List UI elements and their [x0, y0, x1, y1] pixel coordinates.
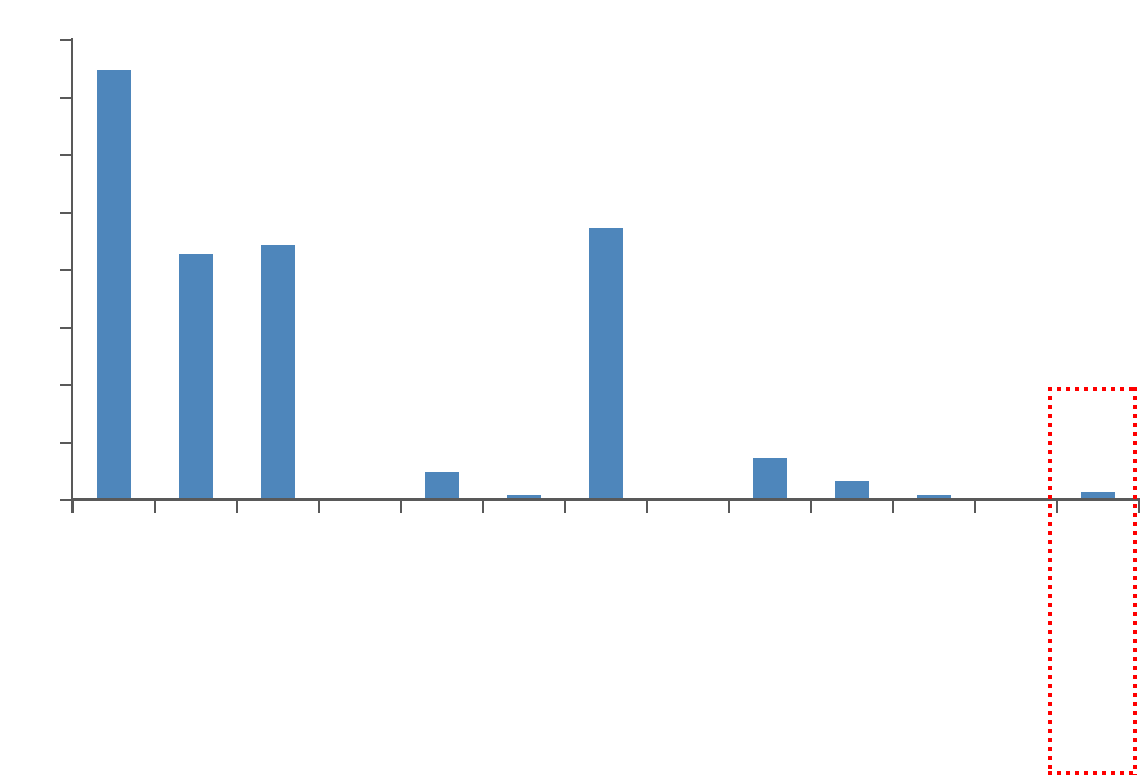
bar-gold-stock — [589, 227, 623, 500]
x-axis-category-label — [422, 518, 462, 780]
x-axis-tick — [1056, 500, 1058, 513]
highlight-box-left-edge — [1048, 387, 1052, 775]
y-axis-tick-label — [0, 426, 51, 460]
y-axis-tick — [60, 96, 73, 99]
bar-jgbs — [261, 245, 295, 500]
x-axis-tick — [646, 500, 648, 513]
x-axis-tick — [154, 500, 156, 513]
bar-value-label — [811, 429, 893, 463]
x-axis-tick — [1138, 500, 1140, 513]
bar-value-label — [73, 18, 155, 52]
x-axis-category-label — [750, 518, 790, 780]
bar-usts — [97, 69, 131, 500]
x-axis-category-label — [94, 518, 134, 780]
highlight-box-bottom-edge — [1048, 771, 1137, 775]
x-axis-tick — [482, 500, 484, 513]
bar-cryptocurrencies — [1081, 492, 1115, 500]
x-axis-tick — [400, 500, 402, 513]
bar-euro-gov-t — [179, 253, 213, 500]
y-axis-tick-label — [0, 23, 51, 57]
x-axis-category-label — [504, 518, 544, 780]
bar-value-label — [155, 202, 237, 236]
x-axis-tick — [974, 500, 976, 513]
bar-value-label — [893, 443, 975, 477]
bar-commodities-oi — [425, 472, 459, 500]
x-axis-tick — [892, 500, 894, 513]
y-axis-tick-label — [0, 81, 51, 115]
x-axis-category-label — [586, 518, 626, 780]
x-axis-category-label — [258, 518, 298, 780]
y-axis-tick — [60, 384, 73, 386]
y-axis-tick-label — [0, 483, 51, 517]
x-axis-tick — [810, 500, 812, 513]
y-axis-tick — [60, 211, 73, 214]
bar-us-linkers — [753, 457, 787, 500]
bar-value-label — [401, 420, 483, 454]
y-axis-tick-label — [0, 253, 51, 287]
highlight-box-top-edge — [1048, 387, 1137, 391]
bar-euro-linkers — [835, 480, 869, 500]
y-axis-tick — [60, 441, 73, 444]
bar-gold-futures-oi — [507, 495, 541, 500]
y-axis-tick — [60, 154, 73, 156]
y-axis-tick-label — [0, 311, 51, 345]
y-axis-line — [71, 38, 73, 513]
highlight-box-right-edge — [1133, 387, 1137, 775]
x-axis-category-label — [914, 518, 954, 780]
x-axis-category-label — [176, 518, 216, 780]
y-axis-tick-label — [0, 138, 51, 172]
highlight-box — [1048, 387, 1137, 775]
y-axis-tick — [60, 39, 73, 41]
y-axis-tick — [60, 499, 73, 501]
x-axis-tick — [318, 500, 320, 513]
bar-value-label — [237, 193, 319, 227]
bar-japan-linkers — [917, 495, 951, 500]
x-axis-line — [73, 498, 1140, 501]
y-axis-tick — [60, 269, 73, 271]
x-axis-category-label — [832, 518, 872, 780]
bar-value-label — [565, 176, 647, 210]
y-axis-tick-label — [0, 368, 51, 402]
bar-value-label — [729, 406, 811, 440]
x-axis-tick — [236, 500, 238, 513]
bar-value-label — [483, 443, 565, 477]
x-axis-tick — [728, 500, 730, 513]
x-axis-tick — [72, 500, 74, 513]
x-axis-tick — [564, 500, 566, 513]
y-axis-tick-label — [0, 196, 51, 230]
y-axis-tick — [60, 326, 73, 329]
